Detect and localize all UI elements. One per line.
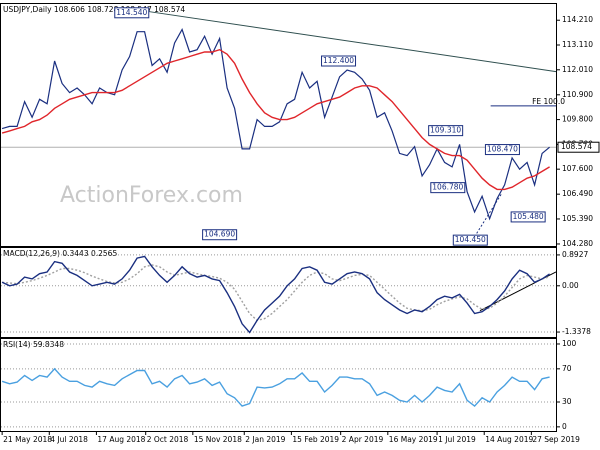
panel-title: RSI(14) 59.8348 bbox=[3, 340, 64, 349]
x-tick-label: 17 Aug 2018 bbox=[97, 435, 145, 444]
x-tick-label: 4 Jul 2018 bbox=[50, 435, 88, 444]
annotation-box bbox=[114, 7, 150, 19]
y-tick-label: 100 bbox=[562, 339, 577, 348]
x-tick-label: 1 Jul 2019 bbox=[438, 435, 476, 444]
x-tick-label: 2 Apr 2019 bbox=[342, 435, 384, 444]
annotation-label: 105.480 bbox=[513, 212, 544, 221]
y-tick-label: 113.110 bbox=[562, 40, 593, 49]
y-tick-label: 114.210 bbox=[562, 15, 593, 24]
y-tick-label: 112.010 bbox=[562, 65, 593, 74]
annotation-box bbox=[510, 211, 546, 223]
x-tick-label: 27 Sep 2019 bbox=[532, 435, 580, 444]
y-tick-label: 107.600 bbox=[562, 164, 593, 173]
annotation-label: 104.690 bbox=[204, 230, 235, 239]
trendline bbox=[147, 10, 557, 73]
macd-panel bbox=[0, 247, 557, 338]
annotation-label: 104.450 bbox=[455, 235, 486, 244]
panel-title: MACD(12,26,9) 0.3443 0.2565 bbox=[3, 249, 117, 258]
series-line bbox=[1, 28, 550, 221]
annotation-box bbox=[428, 125, 464, 137]
watermark: ActionForex.com bbox=[60, 183, 243, 208]
annotation-box bbox=[484, 144, 520, 156]
annotation-box bbox=[321, 55, 357, 67]
annotation-label: 112.400 bbox=[323, 56, 354, 65]
y-tick-label: 110.900 bbox=[562, 90, 593, 99]
current-price-box bbox=[557, 141, 600, 153]
annotation-label: 106.780 bbox=[432, 183, 463, 192]
x-tick-label: 16 May 2019 bbox=[389, 435, 438, 444]
x-tick-label: 21 May 2018 bbox=[3, 435, 52, 444]
y-tick-label: 0 bbox=[562, 422, 567, 431]
x-tick-label: 15 Feb 2019 bbox=[292, 435, 339, 444]
series-line bbox=[1, 48, 550, 191]
y-tick-label: -1.3378 bbox=[562, 327, 591, 336]
y-tick-label: 104.280 bbox=[562, 239, 593, 248]
annotation-box bbox=[452, 234, 488, 246]
series-line bbox=[1, 255, 550, 334]
x-tick-label: 15 Nov 2018 bbox=[194, 435, 242, 444]
annotation-box bbox=[202, 229, 238, 241]
annotation-label: 109.310 bbox=[430, 126, 461, 135]
x-tick-label: 14 Aug 2019 bbox=[485, 435, 533, 444]
y-tick-label: 30 bbox=[562, 397, 572, 406]
panel-title: USDJPY,Daily 108.606 108.728 108.547 108… bbox=[3, 5, 185, 14]
y-tick-label: 106.490 bbox=[562, 189, 593, 198]
rsi-panel bbox=[0, 338, 557, 432]
y-tick-label: 105.390 bbox=[562, 214, 593, 223]
y-tick-label: 0.8927 bbox=[562, 250, 588, 259]
x-tick-label: 2 Oct 2018 bbox=[147, 435, 189, 444]
y-tick-label: 70 bbox=[562, 364, 572, 373]
current-price-label: 108.574 bbox=[561, 142, 592, 151]
annotation-label: 114.540 bbox=[116, 8, 147, 17]
y-tick-label: 0.00 bbox=[562, 281, 579, 290]
price-panel bbox=[0, 3, 557, 247]
series-line bbox=[1, 367, 550, 408]
annotation-label: 108.470 bbox=[487, 145, 518, 154]
annotation-box bbox=[430, 182, 466, 194]
x-tick-label: 2 Jan 2019 bbox=[245, 435, 285, 444]
y-tick-label: 109.800 bbox=[562, 115, 593, 124]
level-label: FE 100.0 bbox=[532, 97, 565, 106]
